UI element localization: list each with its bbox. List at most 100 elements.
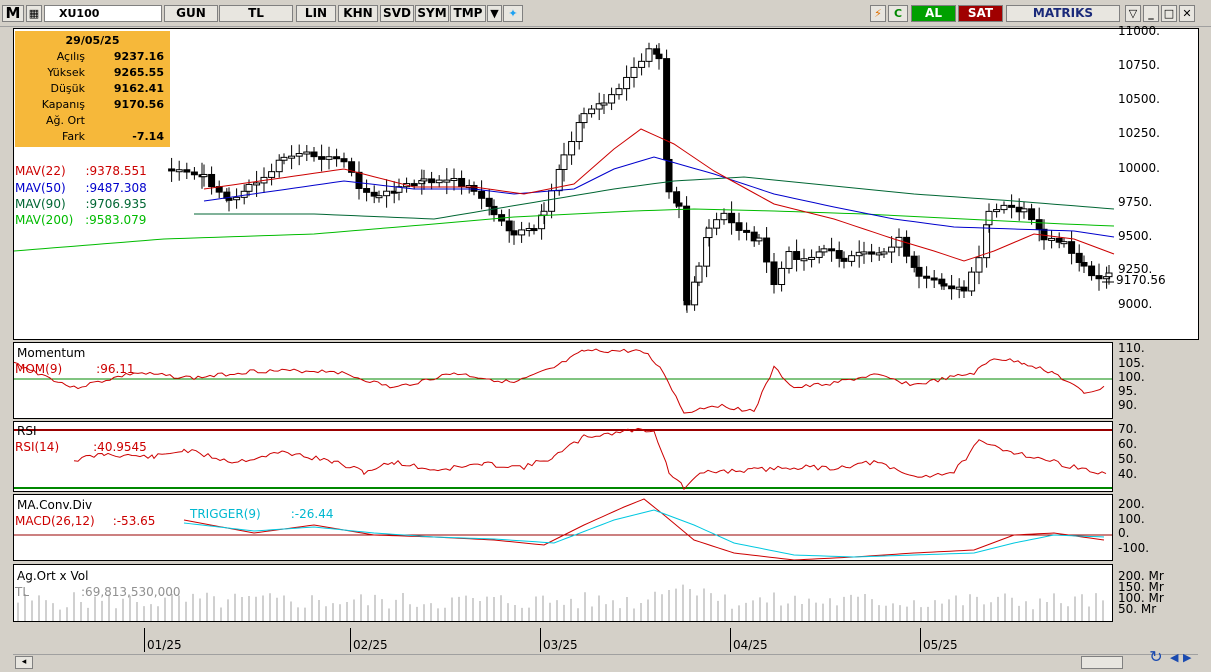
rsi-panel[interactable] <box>13 421 1113 492</box>
price-candle <box>623 76 631 90</box>
minimize-icon[interactable]: ▽ <box>1125 5 1141 22</box>
price-candle <box>880 251 888 255</box>
macd-tick-0: 0. <box>1118 526 1130 540</box>
info-label-avg: Ağ. Ort <box>46 114 85 127</box>
mav200-line <box>14 208 1115 252</box>
price-candle <box>705 227 713 239</box>
mom-tick-95: 95. <box>1118 384 1138 398</box>
momentum-svg <box>14 348 1112 414</box>
toolbar-button-svd[interactable]: SVD <box>380 5 414 22</box>
toolbar-button-tl[interactable]: TL <box>219 5 293 22</box>
scroll-thumb[interactable] <box>1081 656 1123 669</box>
mav90-name: MAV(90) <box>15 197 66 211</box>
volume-panel[interactable] <box>13 564 1113 622</box>
price-candle <box>930 277 938 281</box>
volume-currency: TL <box>15 585 30 599</box>
info-label-close: Kapanış <box>41 98 85 111</box>
price-chart-panel[interactable] <box>13 28 1199 340</box>
scroll-back-icon[interactable]: ◀ <box>1170 651 1179 664</box>
price-candle <box>1088 265 1096 277</box>
price-candle <box>763 237 771 263</box>
price-candle <box>630 66 638 78</box>
info-value-low: 9162.41 <box>113 82 164 95</box>
mom-tick-105: 105. <box>1118 356 1145 370</box>
price-candle <box>600 102 608 106</box>
price-candle <box>325 156 333 160</box>
close-icon[interactable]: ✕ <box>1179 5 1195 22</box>
price-candle <box>728 212 736 224</box>
twitter-icon[interactable]: ✦ <box>503 5 523 22</box>
price-candle <box>683 205 691 301</box>
menu-button[interactable]: M <box>2 5 24 22</box>
volume-svg <box>17 584 1104 621</box>
price-tick-9500: 9500. <box>1118 229 1153 243</box>
price-candle <box>713 219 721 229</box>
price-candle <box>1055 237 1063 243</box>
rsi-tick-70: 70. <box>1118 422 1138 436</box>
mom-tick-90: 90. <box>1118 398 1138 412</box>
buy-button[interactable]: AL <box>911 5 956 22</box>
price-candle <box>288 155 296 159</box>
price-candle <box>540 210 548 216</box>
price-candle <box>200 173 208 178</box>
price-candle <box>808 256 816 260</box>
mav22-name: MAV(22) <box>15 164 66 178</box>
macd-svg <box>14 498 1112 560</box>
lightning-icon[interactable]: ⚡ <box>870 5 886 22</box>
price-candle <box>1095 275 1103 280</box>
rsi-title: RSI <box>17 424 37 438</box>
price-candle <box>485 197 493 207</box>
macd-panel[interactable] <box>13 494 1113 561</box>
horizontal-scrollbar[interactable]: ◂ ↻ ◀ ▶ <box>13 647 1198 669</box>
refresh-icon[interactable]: ↻ <box>1149 647 1163 666</box>
toolbar-button-khn[interactable]: KHN <box>338 5 378 22</box>
price-candle <box>303 151 311 155</box>
restore-icon[interactable]: _ <box>1143 5 1159 22</box>
dropdown-arrow-icon[interactable]: ▼ <box>487 5 502 22</box>
scroll-forward-icon[interactable]: ▶ <box>1183 651 1192 664</box>
c-button[interactable]: C <box>888 5 908 22</box>
macd-title: MA.Conv.Div <box>17 498 93 512</box>
price-candle <box>868 251 876 255</box>
toolbar-button-tmp[interactable]: TMP <box>450 5 486 22</box>
price-candle <box>860 251 868 255</box>
mom-tick-110: 110. <box>1118 341 1145 355</box>
price-candle <box>518 229 526 236</box>
price-candle <box>820 248 828 253</box>
price-candle <box>655 53 663 60</box>
price-candle <box>895 236 903 248</box>
price-candle <box>280 156 288 161</box>
toolbar-button-lin[interactable]: LIN <box>296 5 336 22</box>
price-candle <box>420 178 428 182</box>
price-candle <box>848 255 856 262</box>
mav22-value: :9378.551 <box>85 164 147 178</box>
rsi-tick-60: 60. <box>1118 437 1138 451</box>
price-candle <box>208 173 216 188</box>
toolbar-button-sym[interactable]: SYM <box>415 5 449 22</box>
mav90-value: :9706.935 <box>85 197 147 211</box>
info-value-open: 9237.16 <box>113 50 164 63</box>
x-label-jan: 01/25 <box>147 638 182 652</box>
toolbar-button-gun[interactable]: GUN <box>164 5 218 22</box>
mav90-line <box>194 176 1115 220</box>
symbol-field[interactable]: XU100 <box>44 5 162 22</box>
price-candle <box>233 196 241 201</box>
price-candle <box>395 186 403 193</box>
momentum-panel[interactable] <box>13 342 1113 419</box>
price-candle <box>340 158 348 163</box>
price-candle <box>548 190 556 212</box>
price-tick-9750: 9750. <box>1118 195 1153 209</box>
grid-icon[interactable]: ▦ <box>26 5 42 22</box>
scroll-left-icon[interactable]: ◂ <box>15 656 33 669</box>
trigger-name: TRIGGER(9) <box>190 507 261 521</box>
price-candle <box>363 188 371 193</box>
sell-button[interactable]: SAT <box>958 5 1003 22</box>
price-candle <box>1000 204 1008 211</box>
rsi-legend: RSI(14):40.9545 <box>15 440 147 454</box>
vol-tick-100: 100. Mr <box>1118 591 1164 605</box>
maximize-icon[interactable]: □ <box>1161 5 1177 22</box>
x-label-feb: 02/25 <box>353 638 388 652</box>
info-label-low: Düşük <box>50 82 85 95</box>
price-candle <box>505 220 513 232</box>
price-candle <box>333 156 341 160</box>
